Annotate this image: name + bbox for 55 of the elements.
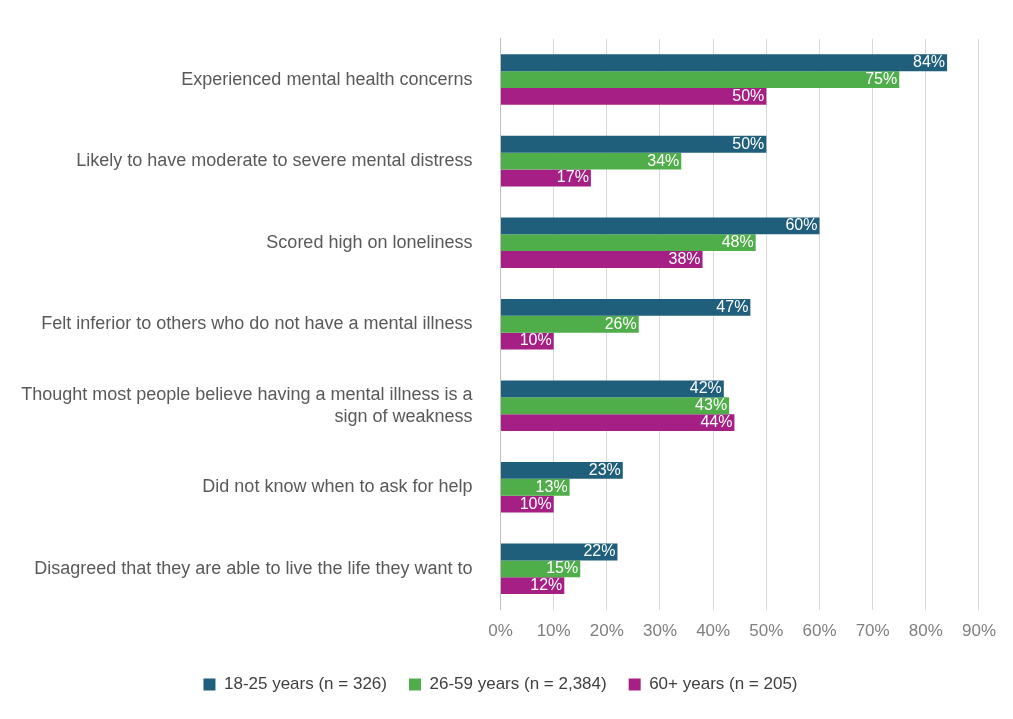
x-tick-label: 30% <box>642 621 678 641</box>
bar <box>501 414 735 432</box>
data-label: 34% <box>647 151 680 169</box>
bar <box>501 217 820 235</box>
data-label: 15% <box>546 559 579 577</box>
bar <box>501 251 703 268</box>
data-label: 48% <box>721 233 754 251</box>
bar <box>501 54 948 72</box>
data-label: 43% <box>695 396 728 414</box>
x-tick-label: 70% <box>855 621 890 641</box>
data-label: 50% <box>732 134 765 152</box>
bar <box>501 234 756 252</box>
data-label: 75% <box>865 69 898 87</box>
legend-label: 60+ years (n = 205) <box>649 674 798 694</box>
data-label: 60% <box>785 216 818 234</box>
bar <box>501 380 724 398</box>
data-label: 23% <box>588 460 621 478</box>
y-tick-label: Likely to have moderate to severe mental distress <box>76 150 473 171</box>
data-label: 84% <box>913 53 946 71</box>
x-tick-label: 50% <box>749 621 784 641</box>
y-tick-label: Thought most people believe having a mental illness is a sign of weakness <box>21 383 474 426</box>
data-label: 47% <box>716 297 749 315</box>
x-tick-label: 10% <box>536 621 571 641</box>
data-label: 22% <box>583 542 616 560</box>
bar <box>501 315 639 333</box>
bar <box>501 462 623 479</box>
bar <box>501 88 767 105</box>
y-tick-label: Experienced mental health concerns <box>181 68 473 89</box>
bar <box>501 397 730 415</box>
data-label: 50% <box>732 86 765 104</box>
data-label: 38% <box>668 249 701 267</box>
data-label: 44% <box>700 413 733 430</box>
data-label: 12% <box>530 576 563 594</box>
x-tick-label: 40% <box>696 621 731 641</box>
bar <box>501 298 751 316</box>
x-tick-label: 0% <box>488 621 513 641</box>
y-tick-label: Did not know when to ask for help <box>202 476 473 497</box>
legend-label: 18-25 years (n = 326) <box>223 674 387 694</box>
x-tick-label: 90% <box>961 621 996 641</box>
legend-label: 26-59 years (n = 2,384) <box>429 674 607 694</box>
data-label: 13% <box>535 477 568 495</box>
bar <box>501 152 682 170</box>
x-tick-label: 20% <box>589 621 624 641</box>
x-tick-label: 60% <box>802 621 837 641</box>
y-tick-label: Felt inferior to others who do not have a mental illness <box>41 313 473 334</box>
data-label: 17% <box>556 168 589 186</box>
y-tick-label: Scored high on loneliness <box>266 231 473 252</box>
data-label: 10% <box>519 331 552 349</box>
x-tick-label: 80% <box>908 621 943 641</box>
bar <box>501 71 900 88</box>
data-label: 10% <box>519 494 552 512</box>
data-label: 42% <box>689 379 722 397</box>
bar <box>501 135 767 153</box>
data-label: 26% <box>604 314 637 332</box>
y-tick-label: Disagreed that they are able to live the life they want to <box>34 557 473 578</box>
